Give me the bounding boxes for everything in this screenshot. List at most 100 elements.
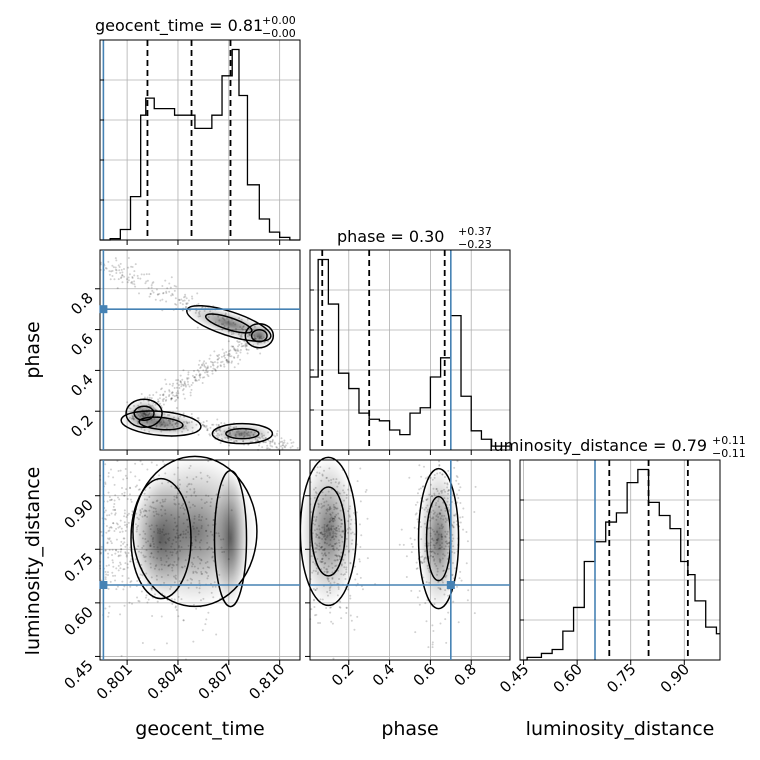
sample-point xyxy=(244,345,247,348)
sample-point xyxy=(201,382,204,385)
sample-point xyxy=(224,356,227,359)
sample-point xyxy=(104,549,107,552)
sample-point xyxy=(361,588,364,591)
sample-point xyxy=(130,280,133,283)
sample-point xyxy=(232,345,235,348)
sample-point xyxy=(237,354,240,357)
sample-point xyxy=(273,443,276,446)
sample-point xyxy=(116,496,119,499)
sample-point xyxy=(238,343,241,346)
sample-point xyxy=(402,543,405,546)
sample-point xyxy=(439,622,442,625)
sample-point xyxy=(103,517,106,520)
sample-point xyxy=(148,396,151,399)
sample-point xyxy=(215,633,218,636)
sample-point xyxy=(203,365,206,368)
sample-point xyxy=(129,471,132,474)
dist-phase-truth-marker xyxy=(446,581,455,589)
sample-point xyxy=(447,469,450,472)
sample-point xyxy=(462,507,465,510)
sample-point xyxy=(415,567,418,570)
sample-point xyxy=(276,430,279,433)
sample-point xyxy=(155,288,158,291)
sample-point xyxy=(136,274,139,277)
sample-point xyxy=(164,378,167,381)
sample-point xyxy=(227,354,230,357)
sample-point xyxy=(415,561,418,564)
sample-point xyxy=(233,366,236,369)
sample-point xyxy=(123,275,126,278)
sample-point xyxy=(229,349,232,352)
sample-point xyxy=(182,387,185,390)
sample-point xyxy=(115,538,118,541)
dist-phase-x-tick-label: 0.4 xyxy=(369,660,399,690)
sample-point xyxy=(119,613,122,616)
sample-point xyxy=(237,362,240,365)
sample-point xyxy=(190,295,193,298)
sample-point xyxy=(174,606,177,609)
sample-point xyxy=(107,530,110,533)
sample-point xyxy=(214,369,217,372)
sample-point xyxy=(219,365,222,368)
dist-phase-x-tick-label: 0.6 xyxy=(410,660,440,690)
sample-point xyxy=(140,273,143,276)
sample-point xyxy=(104,482,107,485)
sample-point xyxy=(206,367,209,370)
sample-point xyxy=(170,397,173,400)
sample-point xyxy=(460,579,463,582)
sample-point xyxy=(120,655,123,658)
sample-point xyxy=(185,302,188,305)
sample-point xyxy=(109,278,112,281)
sample-point xyxy=(146,601,149,604)
sample-point xyxy=(105,564,108,567)
sample-point xyxy=(365,489,368,492)
sample-point xyxy=(165,292,168,295)
sample-point xyxy=(106,537,109,540)
sample-point xyxy=(161,298,164,301)
sample-point xyxy=(131,282,134,285)
sample-point xyxy=(191,374,194,377)
sample-point xyxy=(104,578,107,581)
sample-point xyxy=(228,444,231,447)
sample-point xyxy=(118,269,121,272)
sample-point xyxy=(162,394,165,397)
sample-point xyxy=(116,287,119,290)
luminosity-distance-vs-geocent-time-panel: 0.801 0.804 0.807 0.810 0.45 0.60 0.75 0.90 xyxy=(60,455,301,703)
phase-geocent-y-tick-label: 0.4 xyxy=(67,371,97,401)
sample-point xyxy=(182,619,185,622)
sample-point xyxy=(217,424,220,427)
sample-point xyxy=(184,293,187,296)
sample-point xyxy=(283,441,286,444)
sample-point xyxy=(110,498,113,501)
sample-point xyxy=(246,352,249,355)
sample-point xyxy=(133,280,136,283)
phase-geocent-y-tick-label: 0.6 xyxy=(67,330,97,360)
sample-point xyxy=(165,300,168,303)
sample-point xyxy=(238,340,241,343)
panel-frame xyxy=(309,459,511,661)
sample-point xyxy=(143,396,146,399)
sample-point xyxy=(128,493,131,496)
sample-point xyxy=(194,379,197,382)
sample-point xyxy=(124,467,127,470)
sample-point xyxy=(233,347,236,350)
sample-point xyxy=(129,585,132,588)
sample-point xyxy=(177,615,180,618)
sample-point xyxy=(105,267,108,270)
sample-point xyxy=(410,589,413,592)
sample-point xyxy=(431,641,434,644)
x-axis-label-phase: phase xyxy=(381,718,438,740)
sample-point xyxy=(171,391,174,394)
sample-point xyxy=(151,282,154,285)
sample-point xyxy=(230,345,233,348)
sample-point xyxy=(159,394,162,397)
sample-point xyxy=(140,393,143,396)
sample-point xyxy=(456,501,459,504)
dist-geocent-x-tick-label: 0.801 xyxy=(93,660,136,703)
sample-point xyxy=(184,384,187,387)
sample-point xyxy=(112,476,115,479)
sample-point xyxy=(290,442,293,445)
sample-point xyxy=(123,512,126,515)
sample-point xyxy=(203,363,206,366)
sample-point xyxy=(118,498,121,501)
